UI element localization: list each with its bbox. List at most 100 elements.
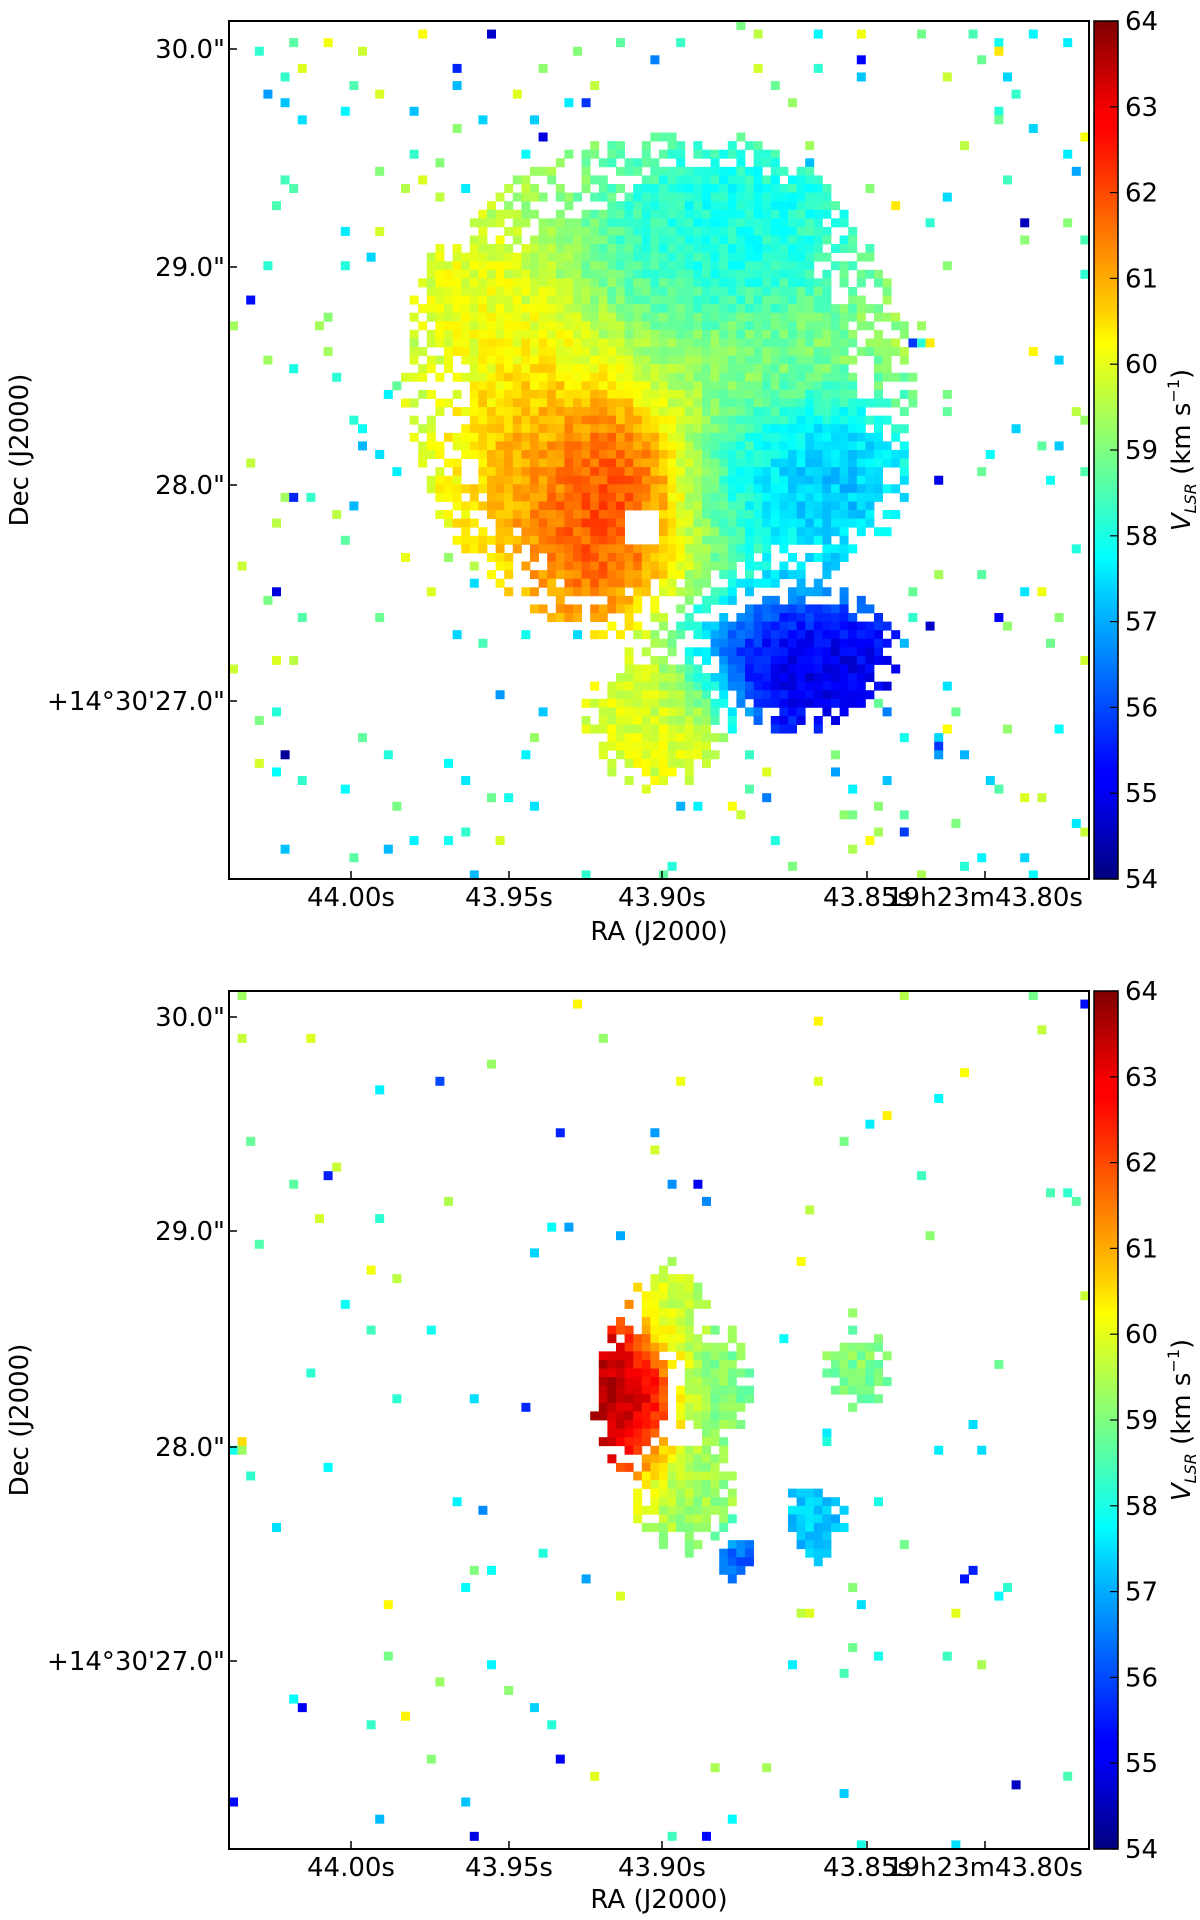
map-pixel: [693, 552, 703, 562]
map-pixel: [693, 801, 703, 811]
map-pixel: [702, 192, 711, 202]
map-pixel: [461, 544, 471, 554]
map-pixel: [770, 81, 780, 91]
map-pixel: [736, 312, 746, 322]
map-pixel: [813, 1016, 823, 1026]
map-pixel: [770, 467, 780, 477]
map-pixel: [813, 510, 823, 520]
map-pixel: [435, 286, 445, 296]
map-pixel: [779, 544, 789, 554]
map-pixel: [624, 613, 634, 622]
map-pixel: [727, 1420, 737, 1429]
map-pixel: [684, 1540, 694, 1550]
map-pixel: [633, 226, 643, 236]
map-pixel: [865, 321, 875, 331]
map-pixel: [598, 235, 608, 245]
map-pixel: [856, 1351, 866, 1361]
map-pixel: [770, 355, 780, 365]
map-pixel: [667, 355, 677, 365]
map-pixel: [719, 1505, 729, 1515]
map-pixel: [736, 647, 746, 657]
map-pixel: [968, 1565, 978, 1575]
map-pixel: [719, 1497, 729, 1507]
map-pixel: [659, 1308, 668, 1318]
y-tick-label: 29.0": [155, 253, 225, 283]
map-pixel: [762, 398, 772, 408]
map-pixel: [702, 432, 711, 442]
map-pixel: [719, 510, 729, 520]
map-pixel: [736, 432, 746, 442]
map-pixel: [616, 724, 625, 734]
map-pixel: [667, 1831, 677, 1841]
map-pixel: [693, 681, 703, 691]
map-pixel: [650, 544, 660, 554]
map-pixel: [641, 175, 651, 185]
map-pixel: [856, 630, 866, 640]
map-pixel: [598, 707, 608, 717]
map-pixel: [616, 304, 625, 314]
colorbar-tick-label: 59: [1125, 1406, 1158, 1436]
map-pixel: [616, 750, 625, 760]
map-pixel: [633, 1437, 643, 1447]
map-pixel: [831, 261, 840, 271]
map-pixel: [289, 655, 299, 665]
map-pixel: [831, 347, 840, 357]
map-pixel: [856, 527, 866, 537]
map-pixel: [676, 570, 686, 580]
map-pixel: [581, 698, 591, 708]
map-pixel: [650, 269, 660, 279]
map-pixel: [667, 1274, 677, 1284]
map-pixel: [693, 278, 703, 288]
map-pixel: [693, 175, 703, 185]
map-pixel: [564, 312, 574, 322]
map-pixel: [684, 621, 694, 631]
map-pixel: [616, 347, 625, 357]
map-pixel: [555, 381, 565, 391]
map-pixel: [779, 715, 789, 725]
map-pixel: [822, 424, 832, 434]
map-pixel: [856, 518, 866, 528]
map-pixel: [607, 527, 617, 537]
map-pixel: [745, 510, 754, 520]
map-pixel: [891, 484, 901, 494]
map-pixel: [667, 664, 677, 674]
map-pixel: [659, 733, 668, 743]
map-pixel: [727, 141, 737, 151]
map-pixel: [779, 467, 789, 477]
map-pixel: [641, 707, 651, 717]
map-pixel: [702, 733, 711, 743]
map-pixel: [633, 758, 643, 768]
map-pixel: [831, 475, 840, 485]
map-pixel: [504, 484, 514, 494]
map-pixel: [882, 527, 892, 537]
map-pixel: [547, 364, 557, 374]
map-pixel: [865, 398, 875, 408]
map-pixel: [719, 304, 729, 314]
map-pixel: [564, 347, 574, 357]
map-pixel: [762, 664, 772, 674]
map-pixel: [684, 570, 694, 580]
map-pixel: [530, 432, 539, 442]
map-pixel: [495, 389, 505, 399]
map-pixel: [874, 467, 883, 477]
map-pixel: [512, 535, 522, 545]
map-pixel: [831, 467, 840, 477]
map-pixel: [478, 304, 488, 314]
map-pixel: [891, 312, 901, 322]
map-pixel: [667, 424, 677, 434]
map-pixel: [693, 1497, 703, 1507]
map-pixel: [435, 295, 445, 305]
map-pixel: [530, 252, 539, 262]
map-pixel: [435, 244, 445, 254]
map-pixel: [676, 244, 686, 254]
map-pixel: [693, 698, 703, 708]
map-pixel: [521, 201, 531, 211]
map-pixel: [831, 1351, 840, 1361]
map-pixel: [727, 372, 737, 382]
map-pixel: [487, 535, 496, 545]
map-pixel: [848, 389, 858, 399]
map-pixel: [882, 1111, 892, 1121]
map-pixel: [719, 166, 729, 176]
map-pixel: [444, 458, 453, 468]
map-pixel: [469, 389, 479, 399]
